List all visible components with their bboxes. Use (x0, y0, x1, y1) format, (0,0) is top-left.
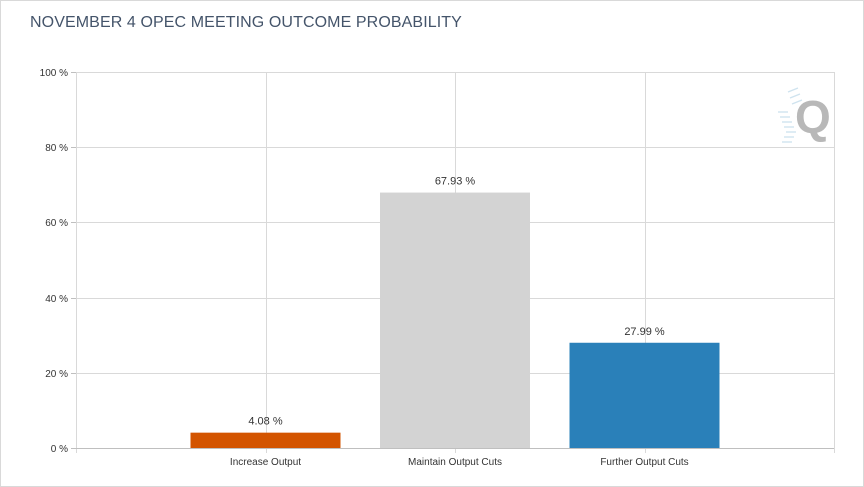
data-labels: 4.08 % 67.93 % 27.99 % (248, 176, 665, 428)
chart-title: NOVEMBER 4 OPEC MEETING OUTCOME PROBABIL… (30, 14, 462, 31)
x-axis: Increase Output Maintain Output Cuts Furth… (76, 448, 834, 468)
x-tick-label: Maintain Output Cuts (408, 457, 502, 468)
y-tick-label: 40 % (45, 294, 68, 305)
bar-further-output-cuts (569, 342, 720, 448)
data-label: 4.08 % (248, 416, 282, 428)
q-logo-icon: Q (778, 87, 831, 143)
y-tick-label: 20 % (45, 369, 68, 380)
y-tick-label: 80 % (45, 143, 68, 154)
y-tick-label: 60 % (45, 218, 68, 229)
y-tick-label: 0 % (51, 444, 68, 455)
x-tick-label: Further Output Cuts (600, 457, 688, 468)
data-label: 67.93 % (435, 176, 476, 188)
bar-maintain-output-cuts (380, 192, 530, 448)
y-axis: 0 % 20 % 40 % 60 % 80 % 100 % (40, 68, 76, 455)
svg-text:Q: Q (795, 91, 831, 143)
y-tick-label: 100 % (40, 68, 68, 79)
bar-increase-output (190, 432, 341, 448)
data-label: 27.99 % (624, 326, 665, 338)
x-tick-label: Increase Output (230, 457, 301, 468)
bars (190, 192, 720, 448)
